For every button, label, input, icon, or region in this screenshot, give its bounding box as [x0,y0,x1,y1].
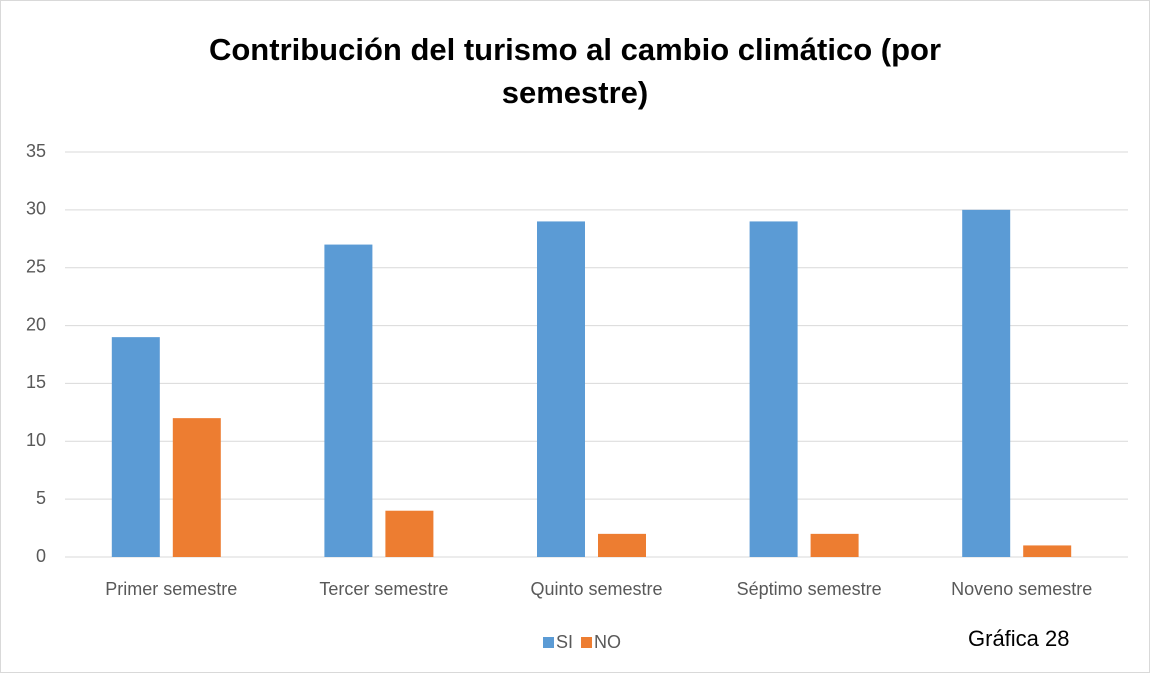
y-tick-label: 25 [26,256,46,276]
x-tick-label: Tercer semestre [319,579,448,599]
bar [537,221,585,557]
annotation: Gráfica 28 [968,626,1070,651]
legend-label: SI [556,632,573,652]
x-tick-label: Quinto semestre [530,579,662,599]
bar [172,418,221,557]
legend-swatch [581,637,593,648]
legend-swatch [543,637,554,648]
y-tick-label: 5 [36,488,46,508]
chart-title: Contribución del turismo al cambio climá… [208,32,942,110]
x-tick-label: Séptimo semestre [737,579,882,599]
legend-label: NO [594,632,621,652]
bar [810,533,859,557]
y-tick-label: 30 [26,199,46,219]
y-tick-label: 0 [36,546,46,566]
bar [1023,545,1072,557]
bar [111,337,160,557]
x-tick-label: Primer semestre [105,579,237,599]
bar [749,221,798,557]
y-tick-label: 10 [26,430,46,450]
bar [598,533,646,557]
y-tick-label: 15 [26,372,46,392]
bar [324,244,373,558]
bar [962,209,1011,557]
x-tick-label: Noveno semestre [951,579,1092,599]
y-tick-label: 35 [26,141,46,161]
y-tick-label: 20 [26,314,46,334]
bar [385,510,434,557]
